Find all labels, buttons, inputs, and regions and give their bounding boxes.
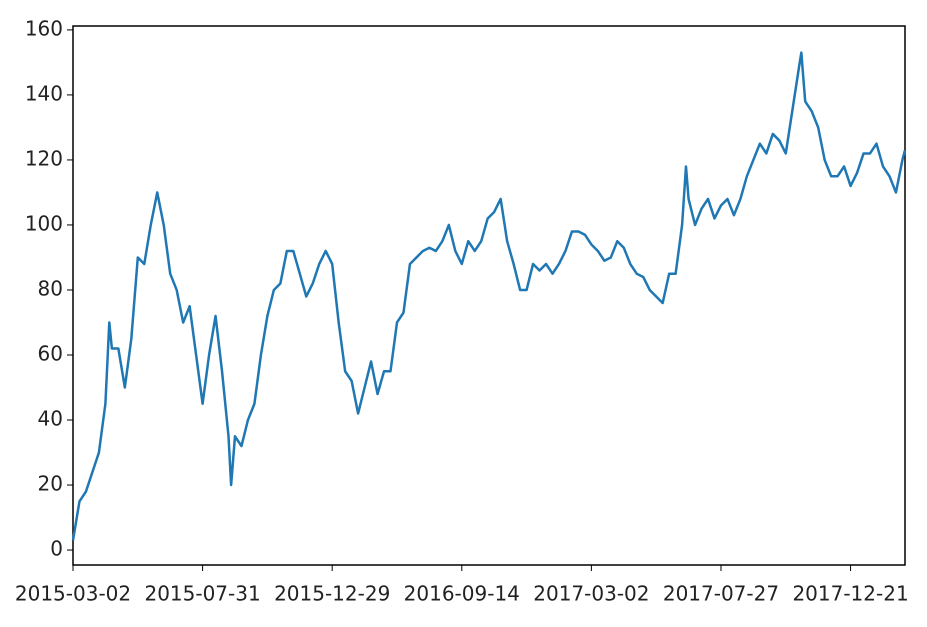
x-tick-label: 2015-07-31 <box>144 582 260 606</box>
y-tick-label: 160 <box>25 16 63 40</box>
y-tick-label: 0 <box>50 537 63 561</box>
y-tick-label: 140 <box>25 81 63 105</box>
y-tick-label: 120 <box>25 146 63 170</box>
x-tick-label: 2017-03-02 <box>533 582 649 606</box>
plot-frame <box>72 25 906 566</box>
x-tick-label: 2015-03-02 <box>15 582 131 606</box>
y-tick-label: 40 <box>38 407 63 431</box>
data-line <box>71 51 907 541</box>
x-tick-label: 2017-12-21 <box>792 582 908 606</box>
y-tick-label: 100 <box>25 211 63 235</box>
y-tick-label: 80 <box>38 276 63 300</box>
x-tick-label: 2016-09-14 <box>404 582 520 606</box>
y-tick-label: 20 <box>38 472 63 496</box>
x-tick-label: 2017-07-27 <box>663 582 779 606</box>
y-tick-label: 60 <box>38 341 63 365</box>
x-tick-label: 2015-12-29 <box>274 582 390 606</box>
